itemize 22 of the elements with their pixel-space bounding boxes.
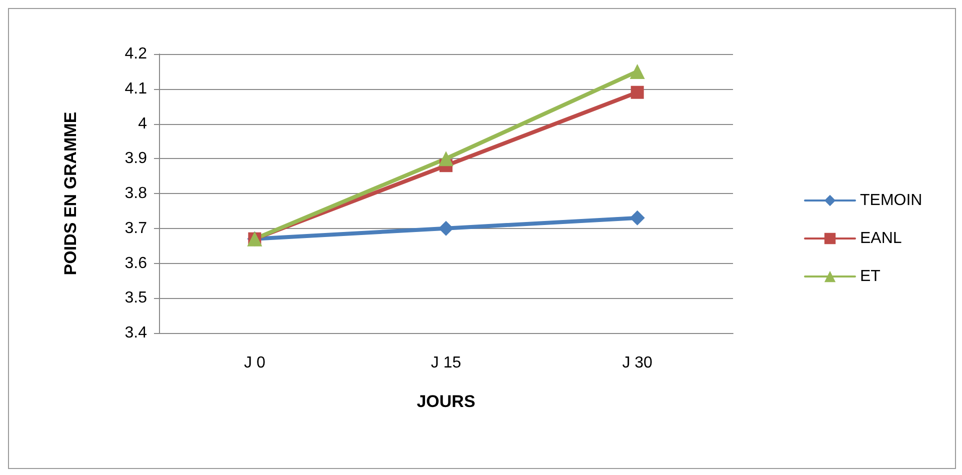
y-tick-label: 3.4	[124, 324, 148, 342]
legend-label: ET	[860, 268, 881, 285]
x-axis-title: JOURS	[416, 392, 476, 411]
point	[630, 86, 644, 99]
point	[438, 220, 454, 236]
y-axis-title: POIDS EN GRAMME	[61, 112, 80, 276]
point	[630, 210, 645, 226]
legend-label: EANL	[860, 230, 902, 247]
x-tick-label: J 0	[244, 354, 266, 372]
y-tick-label: 3.9	[124, 150, 148, 168]
x-tick-label: J 30	[622, 354, 653, 372]
x-tick-label: J 15	[430, 354, 462, 372]
y-tick-label: 3.6	[124, 254, 148, 272]
y-tick-label: 3.5	[124, 290, 148, 307]
y-tick-label: 4	[138, 115, 148, 132]
point	[630, 64, 645, 79]
point	[438, 151, 454, 166]
y-tick-label: 4.1	[124, 80, 148, 98]
legend-label: TEMOIN	[860, 192, 922, 209]
y-tick-label: 3.7	[124, 220, 148, 237]
y-tick-label: 4.2	[124, 46, 148, 62]
y-tick-label: 3.8	[124, 185, 148, 202]
